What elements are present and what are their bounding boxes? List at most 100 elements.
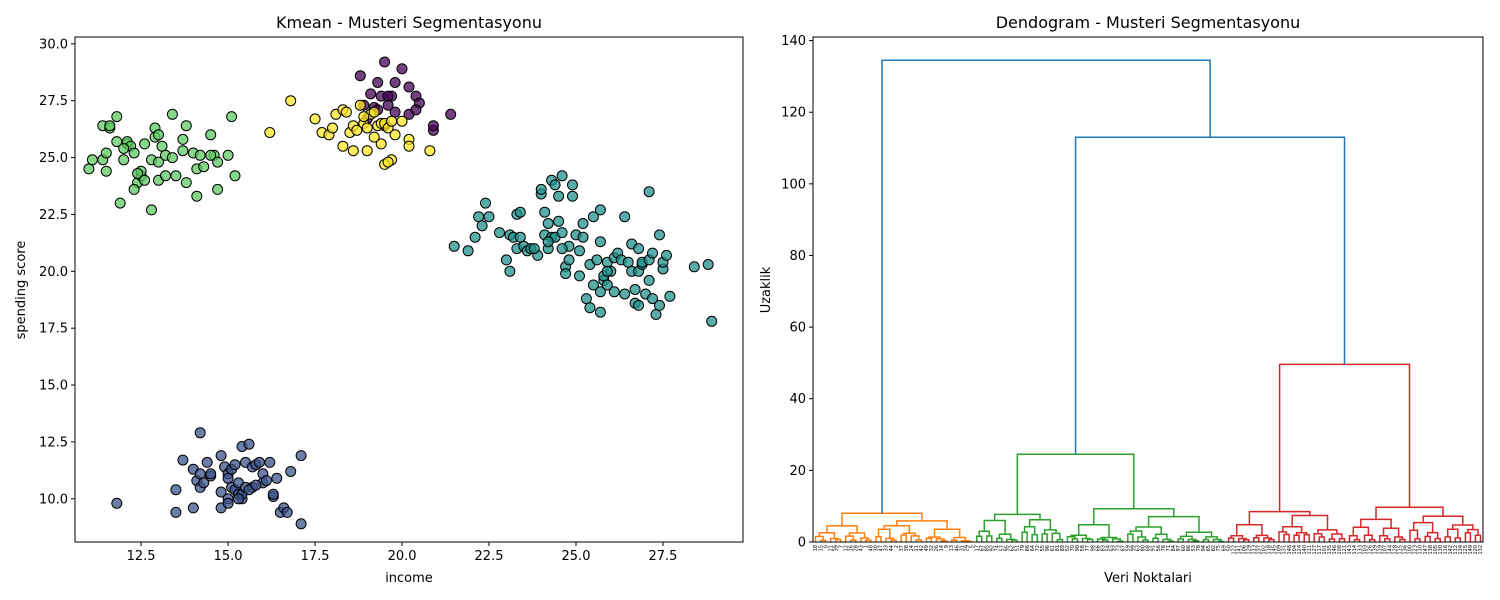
scatter-point-cluster-2	[128, 183, 140, 195]
scatter-point-cluster-0	[382, 99, 394, 111]
scatter-point-cluster-3	[233, 493, 244, 505]
dendrogram-leaf-label: 109	[1277, 545, 1283, 555]
scatter-point-cluster-0	[396, 63, 408, 75]
dendrogram-leaf-label: 13	[949, 545, 955, 551]
dendrogram-leaf-label: 107	[1383, 545, 1389, 555]
scatter-x-label: income	[385, 571, 433, 586]
dendrogram-leaf-label: 37	[899, 545, 905, 551]
dendrogram-leaf-labels: 18 15 0 21 39 7 12 16 28 43 1 48 30 47 33 44 2 37 38 24 11 42…	[813, 545, 1484, 555]
dendrogram-y-tick-label: 100	[781, 177, 806, 192]
scatter-point-cluster-3	[229, 459, 241, 471]
scatter-point-cluster-2	[111, 111, 123, 123]
scatter-point-cluster-3	[170, 484, 182, 496]
scatter-point-cluster-2	[114, 197, 126, 209]
scatter-point-cluster-2	[139, 174, 151, 186]
dendrogram-leaf-label: 38	[904, 545, 910, 551]
dendrogram-leaf-label: 29	[964, 545, 970, 551]
dendrogram-leaf-label: 7	[838, 545, 844, 548]
dendrogram-leaf-label: 83	[1100, 545, 1106, 551]
dendrogram-leaf-label: 55	[1040, 545, 1046, 551]
scatter-point-cluster-4	[567, 190, 578, 202]
scatter-title: Kmean - Musteri Segmentasyonu	[276, 13, 542, 32]
dendrogram-leaf-label: 1	[864, 545, 870, 548]
scatter-point-cluster-1	[361, 122, 373, 134]
dendrogram-leaf-label: 69	[1221, 545, 1227, 551]
scatter-point-cluster-3	[295, 518, 307, 530]
scatter-point-cluster-3	[271, 472, 283, 484]
dendrogram-leaf-label: 126	[1367, 545, 1373, 555]
scatter-point-cluster-4	[469, 231, 481, 243]
dendrogram-leaf-label: 58	[1080, 545, 1086, 551]
dendrogram-leaf-label: 140	[1302, 545, 1308, 555]
scatter-point-cluster-4	[553, 215, 565, 227]
scatter-point-cluster-4	[584, 302, 596, 314]
scatter-point-cluster-4	[643, 186, 655, 198]
scatter-point-cluster-4	[577, 231, 589, 243]
scatter-point-cluster-0	[372, 77, 384, 88]
scatter-point-cluster-4	[504, 265, 516, 277]
scatter-point-cluster-4	[664, 290, 676, 302]
dendrogram-leaf-label: 123	[1413, 545, 1419, 555]
dendrogram-leaf-label: 5	[969, 545, 975, 548]
dendrogram-leaf-label: 53	[1191, 545, 1197, 551]
dendrogram-leaf-label: 48	[869, 545, 875, 551]
scatter-point-cluster-2	[166, 108, 178, 120]
scatter-point-cluster-3	[222, 472, 234, 484]
dendrogram-leaf-label: 141	[1236, 545, 1242, 555]
dendrogram-leaf-label: 21	[828, 545, 834, 551]
dendrogram-leaf-label: 98	[1090, 545, 1096, 551]
y-tick-label: 20.0	[39, 265, 68, 280]
dendrogram-leaf-label: 57	[1000, 545, 1006, 551]
y-tick-label: 22.5	[39, 208, 68, 223]
scatter-point-cluster-1	[368, 106, 380, 118]
dendrogram-leaf-label: 26	[934, 545, 940, 551]
scatter-point-cluster-4	[556, 227, 568, 239]
dendrogram-leaf-label: 11	[914, 545, 920, 551]
dendrogram-leaf-label: 144	[1388, 545, 1394, 555]
dendrogram-leaf-label: 110	[1418, 545, 1424, 555]
scatter-point-cluster-4	[706, 315, 718, 327]
y-tick-label: 15.0	[39, 379, 68, 394]
dendrogram-leaf-label: 130	[1438, 545, 1444, 555]
dendrogram-leaf-label: 104	[1292, 545, 1298, 555]
scatter-point-cluster-4	[643, 274, 655, 286]
dendrogram-leaf-label: 127	[1312, 545, 1318, 555]
scatter-point-cluster-2	[146, 204, 157, 216]
scatter-point-cluster-4	[549, 179, 561, 191]
dendrogram-y-tick-label: 140	[781, 34, 806, 49]
dendrogram-leaf-label: 146	[1332, 545, 1338, 555]
scatter-point-cluster-1	[361, 145, 373, 157]
dendrogram-leaf-label: 147	[1423, 545, 1429, 555]
kmeans-scatter-chart: Kmean - Musteri Segmentasyonu 12.5 15.0 17…	[14, 13, 744, 586]
scatter-point-cluster-3	[285, 466, 297, 477]
scatter-point-cluster-4	[594, 306, 606, 318]
scatter-point-cluster-2	[222, 149, 234, 161]
scatter-point-cluster-4	[647, 247, 658, 259]
scatter-point-cluster-4	[556, 170, 568, 182]
scatter-point-cluster-1	[354, 99, 366, 111]
scatter-point-cluster-2	[132, 168, 144, 179]
dendrogram-y-axis: 0 20 40 60 80 100 120 140	[781, 34, 813, 551]
scatter-point-cluster-2	[139, 138, 151, 150]
dendrogram-title: Dendogram - Musteri Segmentasyonu	[996, 13, 1301, 32]
dendrogram-leaf-label: 136	[1403, 545, 1409, 555]
scatter-point-cluster-2	[166, 152, 178, 164]
scatter-point-cluster-2	[86, 154, 98, 166]
dendrogram-leaf-label: 33	[884, 545, 890, 551]
dendrogram-y-tick-label: 60	[789, 321, 806, 336]
dendrogram-leaf-label: 133	[1357, 545, 1363, 555]
dendrogram-leaf-label: 30	[874, 545, 880, 551]
scatter-point-cluster-2	[194, 149, 206, 161]
scatter-point-cluster-4	[535, 183, 547, 195]
dendrogram-leaf-label: 92	[990, 545, 996, 551]
dendrogram-leaf-label: 63	[1136, 545, 1142, 551]
scatter-point-cluster-3	[215, 450, 227, 462]
scatter-point-cluster-4	[462, 245, 474, 257]
scatter-point-cluster-0	[389, 77, 401, 88]
scatter-point-cluster-4	[633, 299, 645, 311]
dendrogram-leaf-label: 65	[1206, 545, 1212, 551]
dendrogram-leaf-label: 137	[1257, 545, 1263, 555]
dendrogram-leaf-label: 145	[1272, 545, 1278, 555]
dendrogram-leaf-label: 102	[1262, 545, 1268, 555]
